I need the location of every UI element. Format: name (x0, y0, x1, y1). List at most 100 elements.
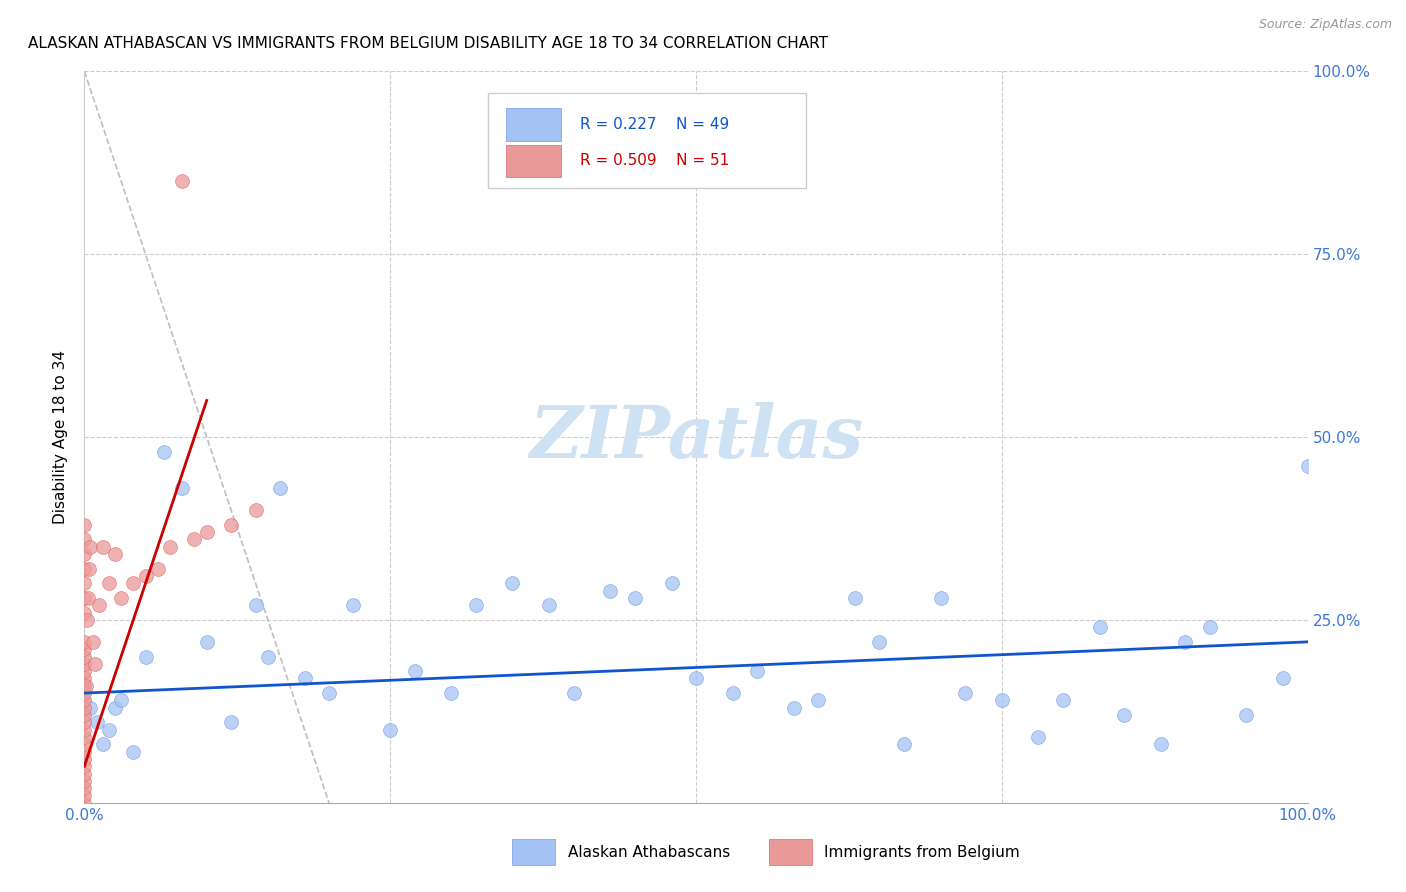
Point (1296, 459, 1319, 474)
Bar (769, 839, 813, 865)
Point (404, 664, 426, 678)
Point (245, 503, 267, 517)
Point (97, 723, 120, 737)
Point (91, 737, 114, 751)
Point (1236, 708, 1258, 723)
Point (73, 576, 96, 591)
Point (104, 547, 127, 561)
Point (73, 533, 96, 547)
FancyBboxPatch shape (488, 94, 806, 188)
Point (747, 664, 769, 678)
Point (953, 686, 976, 700)
Point (73, 773, 96, 788)
Point (183, 533, 205, 547)
Point (245, 599, 267, 613)
Point (73, 737, 96, 751)
Text: Alaskan Athabascans: Alaskan Athabascans (568, 845, 730, 860)
Point (73, 766, 96, 780)
Point (1198, 620, 1220, 634)
Point (219, 715, 242, 730)
Point (73, 606, 96, 620)
Point (73, 723, 96, 737)
Point (464, 599, 486, 613)
Text: ALASKAN ATHABASCAN VS IMMIGRANTS FROM BELGIUM DISABILITY AGE 18 TO 34 CORRELATIO: ALASKAN ATHABASCAN VS IMMIGRANTS FROM BE… (28, 36, 828, 51)
Point (342, 599, 364, 613)
Point (269, 481, 291, 495)
Point (1052, 693, 1074, 707)
Point (76, 613, 98, 627)
Point (122, 576, 145, 591)
Point (73, 591, 96, 605)
Point (122, 745, 145, 759)
Point (807, 693, 830, 707)
Point (721, 686, 744, 700)
Point (73, 635, 96, 649)
Point (110, 693, 132, 707)
Point (146, 562, 169, 576)
Point (73, 642, 96, 657)
Point (135, 649, 157, 664)
Point (73, 708, 96, 723)
Point (153, 444, 176, 458)
Point (73, 517, 96, 532)
Point (661, 576, 683, 591)
Point (73, 752, 96, 766)
Point (73, 745, 96, 759)
Point (172, 174, 194, 188)
Point (257, 649, 280, 664)
Point (79, 700, 101, 714)
Point (73, 562, 96, 576)
Point (1150, 737, 1173, 751)
Point (844, 591, 866, 605)
Point (685, 672, 707, 686)
Point (294, 672, 316, 686)
Y-axis label: Disability Age 18 to 34: Disability Age 18 to 34 (53, 350, 69, 524)
Point (73, 781, 96, 796)
Bar (506, 145, 561, 178)
Point (110, 591, 132, 605)
Point (73, 796, 96, 810)
Point (73, 759, 96, 773)
Point (97, 576, 120, 591)
Point (1174, 635, 1197, 649)
Point (73, 686, 96, 700)
Point (538, 599, 561, 613)
Point (77, 591, 100, 605)
Point (562, 686, 585, 700)
Point (73, 547, 96, 561)
Point (73, 789, 96, 803)
Point (79, 540, 101, 554)
Point (75, 679, 97, 693)
Text: R = 0.227    N = 49: R = 0.227 N = 49 (579, 117, 730, 131)
Text: ZIPatlas: ZIPatlas (529, 401, 863, 473)
Point (624, 591, 647, 605)
Point (195, 525, 218, 540)
Bar (506, 108, 561, 141)
Point (440, 686, 463, 700)
Point (73, 649, 96, 664)
Point (73, 715, 96, 730)
Point (104, 700, 127, 714)
Point (318, 686, 340, 700)
Point (502, 576, 524, 591)
Point (1028, 730, 1050, 744)
Text: R = 0.509    N = 51: R = 0.509 N = 51 (579, 153, 730, 168)
Point (73, 700, 96, 714)
Point (84, 657, 107, 671)
Point (869, 635, 891, 649)
Point (73, 672, 96, 686)
Point (87, 599, 110, 613)
Bar (513, 839, 555, 865)
Point (135, 569, 157, 583)
Point (73, 730, 96, 744)
Point (73, 657, 96, 671)
Point (893, 737, 915, 751)
Point (73, 693, 96, 707)
Point (77, 562, 100, 576)
Point (73, 679, 96, 693)
Point (159, 540, 181, 554)
Point (86, 715, 108, 730)
Point (82, 635, 104, 649)
Point (91, 540, 114, 554)
Point (172, 481, 194, 495)
